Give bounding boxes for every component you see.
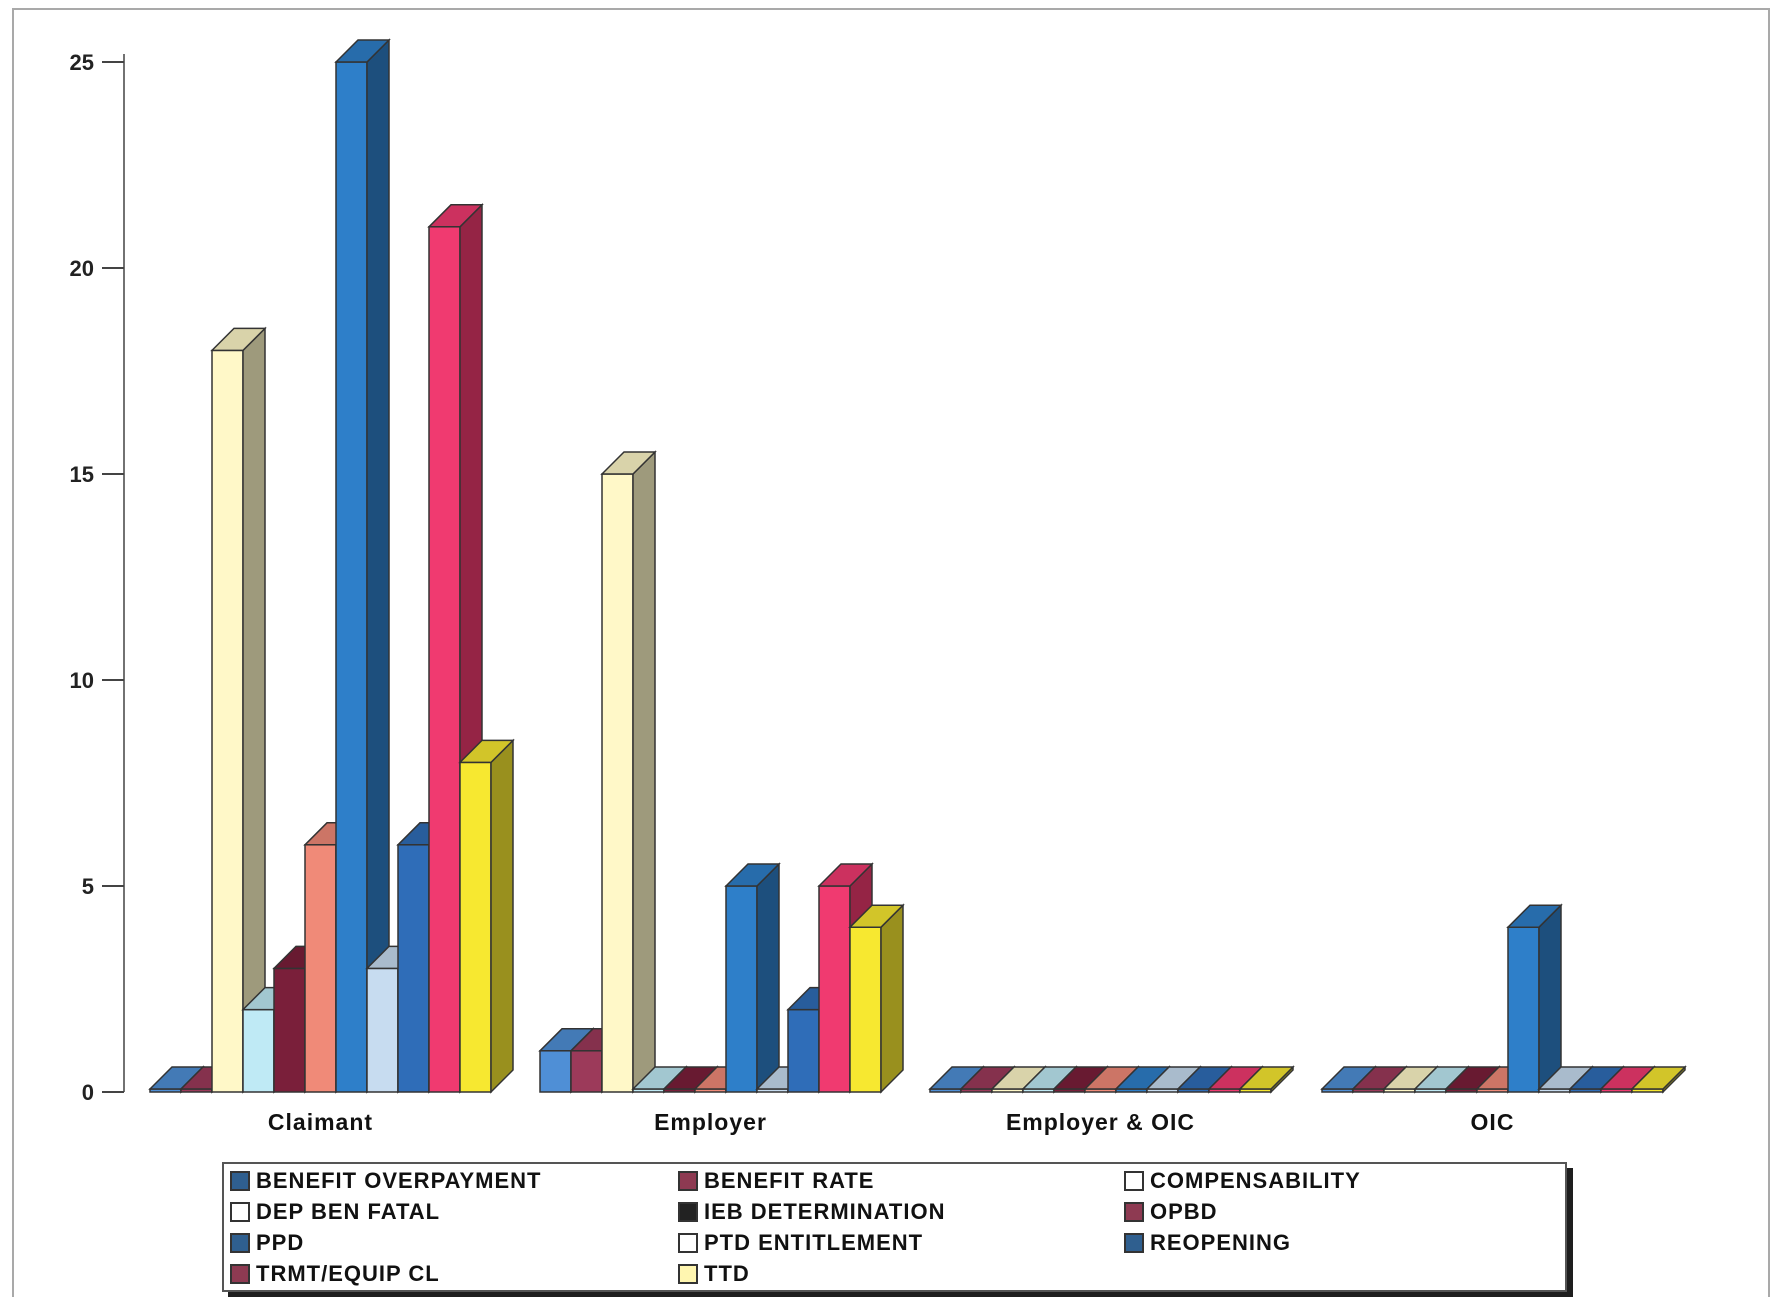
bar-top	[848, 904, 905, 928]
legend-item: BENEFIT RATE	[678, 1166, 874, 1196]
x-category-label: Claimant	[268, 1109, 373, 1135]
legend-swatch	[1124, 1171, 1144, 1191]
bar-front	[849, 926, 882, 1093]
bar-top	[427, 204, 484, 228]
x-category-label: Employer & OIC	[1006, 1109, 1195, 1135]
legend-label: BENEFIT OVERPAYMENT	[256, 1168, 542, 1193]
legend-swatch	[230, 1202, 250, 1222]
legend-item: DEP BEN FATAL	[230, 1197, 440, 1227]
legend-item: OPBD	[1124, 1197, 1218, 1227]
bar-front	[459, 761, 492, 1093]
bar-front	[428, 226, 461, 1093]
bar-front	[335, 61, 368, 1093]
legend-item: COMPENSABILITY	[1124, 1166, 1361, 1196]
legend-label: TTD	[704, 1261, 750, 1286]
legend-swatch	[1124, 1202, 1144, 1222]
legend-label: TRMT/EQUIP CL	[256, 1261, 440, 1286]
bar-front	[818, 885, 851, 1093]
legend-label: BENEFIT RATE	[704, 1168, 875, 1193]
x-category-label: OIC	[1471, 1109, 1515, 1135]
legend-item: REOPENING	[1124, 1228, 1291, 1258]
legend-item: PTD ENTITLEMENT	[678, 1228, 923, 1258]
bar-top	[334, 39, 391, 63]
bar-front	[539, 1050, 572, 1093]
y-tick-label: 0	[82, 1080, 94, 1105]
bar-top	[1238, 1066, 1295, 1090]
legend-swatch	[678, 1202, 698, 1222]
legend-label: PPD	[256, 1230, 305, 1255]
bar-front	[1507, 926, 1540, 1093]
legend-swatch	[230, 1233, 250, 1253]
legend-label: OPBD	[1150, 1199, 1218, 1224]
bar-side	[366, 38, 390, 1094]
legend-item: IEB DETERMINATION	[678, 1197, 945, 1227]
legend-swatch	[230, 1264, 250, 1284]
legend-label: REOPENING	[1150, 1230, 1292, 1255]
bar-front	[570, 1050, 603, 1093]
legend-swatch	[678, 1264, 698, 1284]
bar-front	[787, 1008, 820, 1093]
bar-front	[273, 967, 306, 1093]
bar-front	[242, 1008, 275, 1093]
legend-swatch	[1124, 1233, 1144, 1253]
y-tick-label: 5	[82, 874, 94, 899]
bar-top	[210, 327, 267, 352]
bar-side	[490, 738, 514, 1094]
bar-top	[724, 863, 781, 887]
bar-front	[725, 885, 758, 1093]
bar-front	[366, 967, 399, 1093]
legend-swatch	[230, 1171, 250, 1191]
legend-label: PTD ENTITLEMENT	[704, 1230, 924, 1255]
legend-swatch	[678, 1233, 698, 1253]
bar-side	[1538, 903, 1562, 1094]
legend-label: IEB DETERMINATION	[704, 1199, 946, 1224]
y-tick-label: 15	[70, 462, 94, 487]
legend-label: COMPENSABILITY	[1150, 1168, 1361, 1193]
legend-label: DEP BEN FATAL	[256, 1199, 441, 1224]
bar-front	[211, 349, 244, 1093]
legend-item: TRMT/EQUIP CL	[230, 1259, 440, 1289]
bar-side	[880, 903, 904, 1094]
legend-item: BENEFIT OVERPAYMENT	[230, 1166, 541, 1196]
bar-front	[397, 844, 430, 1093]
legend-swatch	[678, 1171, 698, 1191]
bar-top	[817, 863, 874, 887]
bar-top	[1630, 1066, 1687, 1090]
legend-item: TTD	[678, 1259, 750, 1289]
bar-front	[601, 473, 634, 1093]
bar-top	[600, 451, 657, 475]
y-tick-label: 25	[70, 50, 94, 75]
chart-legend: BENEFIT OVERPAYMENT BENEFIT RATE COMPENS…	[222, 1162, 1567, 1292]
bar-side	[756, 862, 780, 1094]
y-tick-label: 20	[70, 256, 94, 281]
bar-front	[304, 844, 337, 1093]
bar-top	[458, 739, 515, 764]
y-tick-label: 10	[70, 668, 94, 693]
legend-item: PPD	[230, 1228, 304, 1258]
bar-side	[242, 326, 266, 1094]
bar-side	[632, 450, 656, 1094]
bar-top	[1506, 904, 1563, 928]
chart-frame	[12, 8, 1770, 1297]
x-category-label: Employer	[654, 1109, 767, 1135]
